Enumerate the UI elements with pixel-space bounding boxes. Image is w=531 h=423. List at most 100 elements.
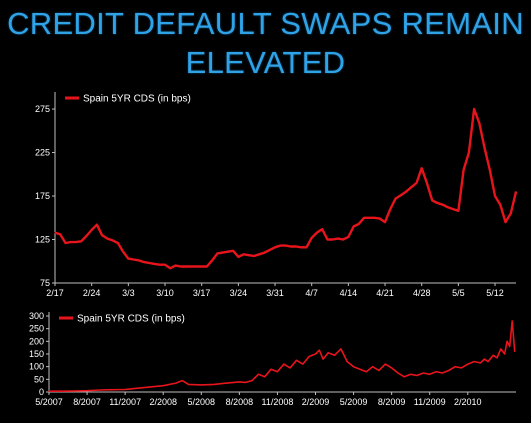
data-point [127,258,129,260]
data-point [295,359,298,361]
data-point [48,390,50,392]
x-tick-label: 3/31 [266,288,284,298]
data-point [137,387,139,389]
data-point [353,225,355,228]
data-point [238,381,240,383]
data-point [346,361,348,363]
data-point [216,252,218,255]
data-point [504,221,507,223]
data-point [405,191,407,193]
data-point [290,245,292,248]
data-point [426,182,428,184]
data-point [73,390,75,392]
data-point [122,251,124,253]
data-point [311,237,313,239]
data-point [226,382,228,384]
data-point [492,354,494,356]
x-tick-label: 5/5 [452,288,465,298]
data-point [332,238,334,241]
data-point [242,253,245,255]
data-point [70,241,72,243]
data-point [384,221,386,223]
data-point [318,349,320,351]
legend-label: Spain 5YR CDS (in bps) [83,94,191,105]
data-point [352,366,355,368]
data-point [162,385,164,387]
x-tick-label: 11/2007 [109,397,141,407]
data-point [384,363,386,365]
data-point [284,245,287,247]
data-point [99,389,101,391]
y-tick-label: 225 [35,148,50,158]
data-point [410,186,412,188]
data-point [180,265,182,268]
data-point [106,238,108,240]
x-tick-label: 4/7 [305,288,318,298]
data-point [416,374,418,377]
chart-title: CREDIT DEFAULT SWAPS REMAIN ELEVATED [0,4,531,82]
data-point [308,355,310,358]
data-point [435,371,437,373]
data-point [510,212,512,215]
data-point [132,258,135,261]
x-tick-label: 3/3 [122,288,135,298]
data-point [143,261,145,263]
data-point [227,251,229,253]
data-point [489,169,491,171]
data-point [148,262,150,264]
data-point [514,350,516,353]
data-point [342,238,344,241]
data-point [403,376,405,378]
x-tick-label: 3/24 [230,288,248,298]
data-point [429,373,431,375]
data-point [185,265,187,268]
data-point [117,242,119,244]
data-point [322,358,324,360]
data-point [389,208,391,210]
data-point [75,241,77,243]
data-point [159,264,161,266]
data-point [436,202,439,204]
data-point [190,265,192,268]
data-point [153,263,156,265]
data-point [80,240,82,242]
data-point [368,217,370,219]
data-point [496,357,498,359]
y-tick-label: 250 [29,324,44,334]
x-tick-label: 3/17 [193,288,211,298]
data-point [300,246,302,248]
data-point [372,366,374,368]
y-tick-label: 300 [29,311,44,321]
data-point [483,358,485,360]
x-tick-label: 2/17 [46,288,64,298]
data-point [452,208,454,210]
data-point [500,348,502,350]
data-point [248,254,250,256]
x-tick-label: 2/24 [83,288,101,298]
x-tick-label: 5/2009 [340,397,368,407]
data-point [213,383,215,385]
data-point [175,382,177,384]
data-point [237,256,239,258]
data-point [59,233,61,235]
data-point [431,199,433,201]
data-point [232,250,234,252]
data-point [187,383,190,385]
y-tick-label: 150 [29,349,44,359]
data-point [270,368,272,370]
data-point [378,369,380,372]
y-tick-label: 200 [29,336,44,346]
data-point [494,195,496,197]
data-point [269,249,271,251]
y-tick-label: 125 [35,235,50,245]
y-tick-label: 275 [35,104,50,114]
data-point [400,194,402,196]
legend-label: Spain 5YR CDS (in bps) [77,314,185,325]
data-point [101,234,103,236]
data-point [201,265,203,268]
x-tick-label: 2/2010 [454,397,482,407]
data-point [373,217,376,219]
y-tick-label: 50 [34,374,44,384]
x-tick-label: 8/2009 [378,397,406,407]
